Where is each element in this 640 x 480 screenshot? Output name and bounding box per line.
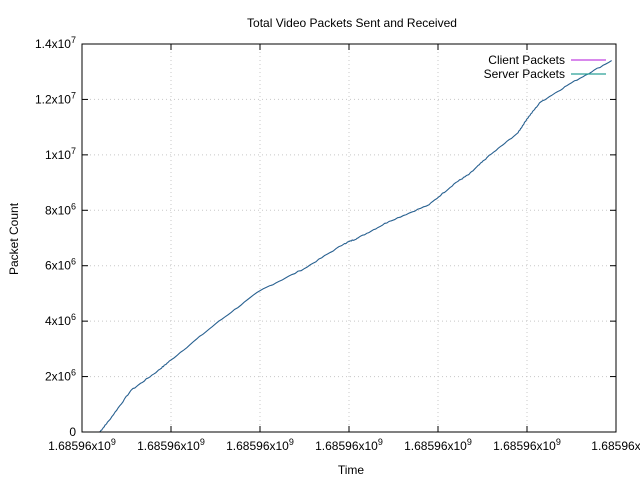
series-line-server-packets: [99, 60, 612, 433]
x-tick-label: 1.68596x109: [226, 437, 294, 453]
x-tick-label: 1.68596x109: [48, 437, 116, 453]
legend-label: Client Packets: [488, 53, 565, 67]
chart-title: Total Video Packets Sent and Received: [247, 16, 457, 30]
y-tick-label: 1x107: [45, 146, 76, 162]
y-tick-label: 6x106: [45, 257, 76, 273]
x-tick-label: 1.68596x: [591, 439, 640, 453]
plot-frame: [81, 43, 617, 433]
y-axis-label: Packet Count: [7, 202, 21, 275]
y-tick-label: 0: [69, 425, 76, 439]
y-tick-label: 1.2x107: [35, 90, 76, 106]
y-tick-labels: 0 2x106 4x106 6x106 8x106 1x107 1.2x107 1.4x107: [35, 35, 76, 439]
y-tick-label: 4x106: [45, 312, 76, 328]
y-tick-label: 1.4x107: [35, 35, 76, 51]
y-tick-label: 8x106: [45, 201, 76, 217]
x-tick-label: 1.68596x109: [493, 437, 561, 453]
legend-label: Server Packets: [484, 67, 565, 81]
x-axis-label: Time: [338, 463, 365, 477]
grid: [82, 44, 616, 432]
x-tick-labels: 1.68596x109 1.68596x109 1.68596x109 1.68596…: [48, 437, 640, 453]
x-tick-label: 1.68596x109: [137, 437, 205, 453]
x-tick-label: 1.68596x109: [404, 437, 472, 453]
y-tick-label: 2x106: [45, 368, 76, 384]
axis-ticks: [81, 43, 617, 433]
x-tick-label: 1.68596x109: [315, 437, 383, 453]
series-lines: [99, 60, 612, 433]
